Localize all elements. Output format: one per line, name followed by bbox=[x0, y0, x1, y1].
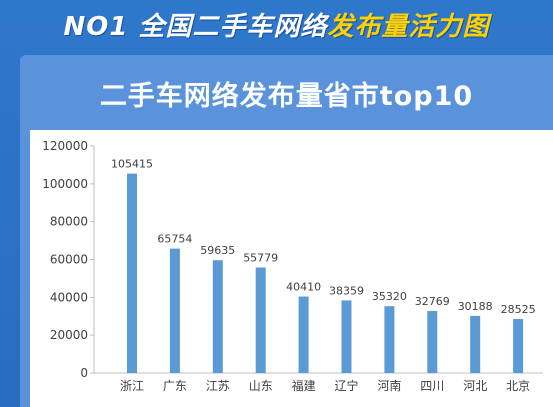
x-tick-label: 浙江 bbox=[120, 379, 144, 393]
y-tick-label: 40000 bbox=[50, 290, 88, 304]
data-label: 65754 bbox=[157, 233, 192, 246]
data-label: 55779 bbox=[243, 251, 278, 264]
y-tick-label: 80000 bbox=[50, 215, 88, 229]
data-label: 30188 bbox=[458, 300, 493, 313]
bar bbox=[513, 319, 524, 373]
bar bbox=[212, 260, 223, 373]
bar bbox=[255, 267, 266, 373]
data-label: 40410 bbox=[286, 281, 321, 294]
data-label: 28525 bbox=[501, 303, 536, 316]
bar bbox=[427, 311, 438, 373]
data-label: 59635 bbox=[200, 244, 235, 257]
bar bbox=[341, 300, 352, 373]
data-label: 38359 bbox=[329, 284, 364, 297]
chart-title: 二手车网络发布量省市top10 bbox=[99, 80, 474, 112]
y-tick-label: 120000 bbox=[42, 139, 88, 153]
x-tick-label: 广东 bbox=[163, 379, 187, 393]
y-tick-label: 100000 bbox=[42, 177, 88, 191]
x-tick-label: 河北 bbox=[463, 379, 487, 393]
y-tick-label: 60000 bbox=[50, 253, 88, 267]
bar bbox=[470, 315, 481, 373]
x-tick-label: 北京 bbox=[506, 379, 530, 393]
x-tick-label: 辽宁 bbox=[334, 378, 358, 393]
x-tick-label: 河南 bbox=[377, 378, 401, 393]
page-title: NO1 全国二手车网络 发布量活力图 bbox=[0, 0, 553, 48]
bar bbox=[298, 296, 309, 373]
x-tick-label: 四川 bbox=[420, 379, 444, 393]
x-tick-label: 山东 bbox=[249, 379, 273, 393]
data-label: 32769 bbox=[415, 295, 450, 308]
data-label: 35320 bbox=[372, 290, 407, 303]
y-tick-label: 0 bbox=[80, 366, 88, 380]
bar bbox=[169, 248, 180, 373]
chart-area: 0 20000 40000 60000 80000 100000 120000 105415 浙… bbox=[30, 130, 553, 407]
page-title-main: NO1 全国二手车网络 bbox=[63, 11, 328, 42]
bar-chart: 0 20000 40000 60000 80000 100000 120000 105415 浙… bbox=[42, 139, 543, 393]
y-tick-label: 20000 bbox=[50, 328, 88, 342]
page-title-accent: 发布量活力图 bbox=[327, 11, 490, 42]
bar bbox=[127, 173, 137, 373]
bar bbox=[384, 306, 395, 373]
x-tick-label: 福建 bbox=[292, 378, 316, 393]
data-label: 105415 bbox=[111, 158, 153, 171]
x-tick-label: 江苏 bbox=[206, 379, 230, 393]
